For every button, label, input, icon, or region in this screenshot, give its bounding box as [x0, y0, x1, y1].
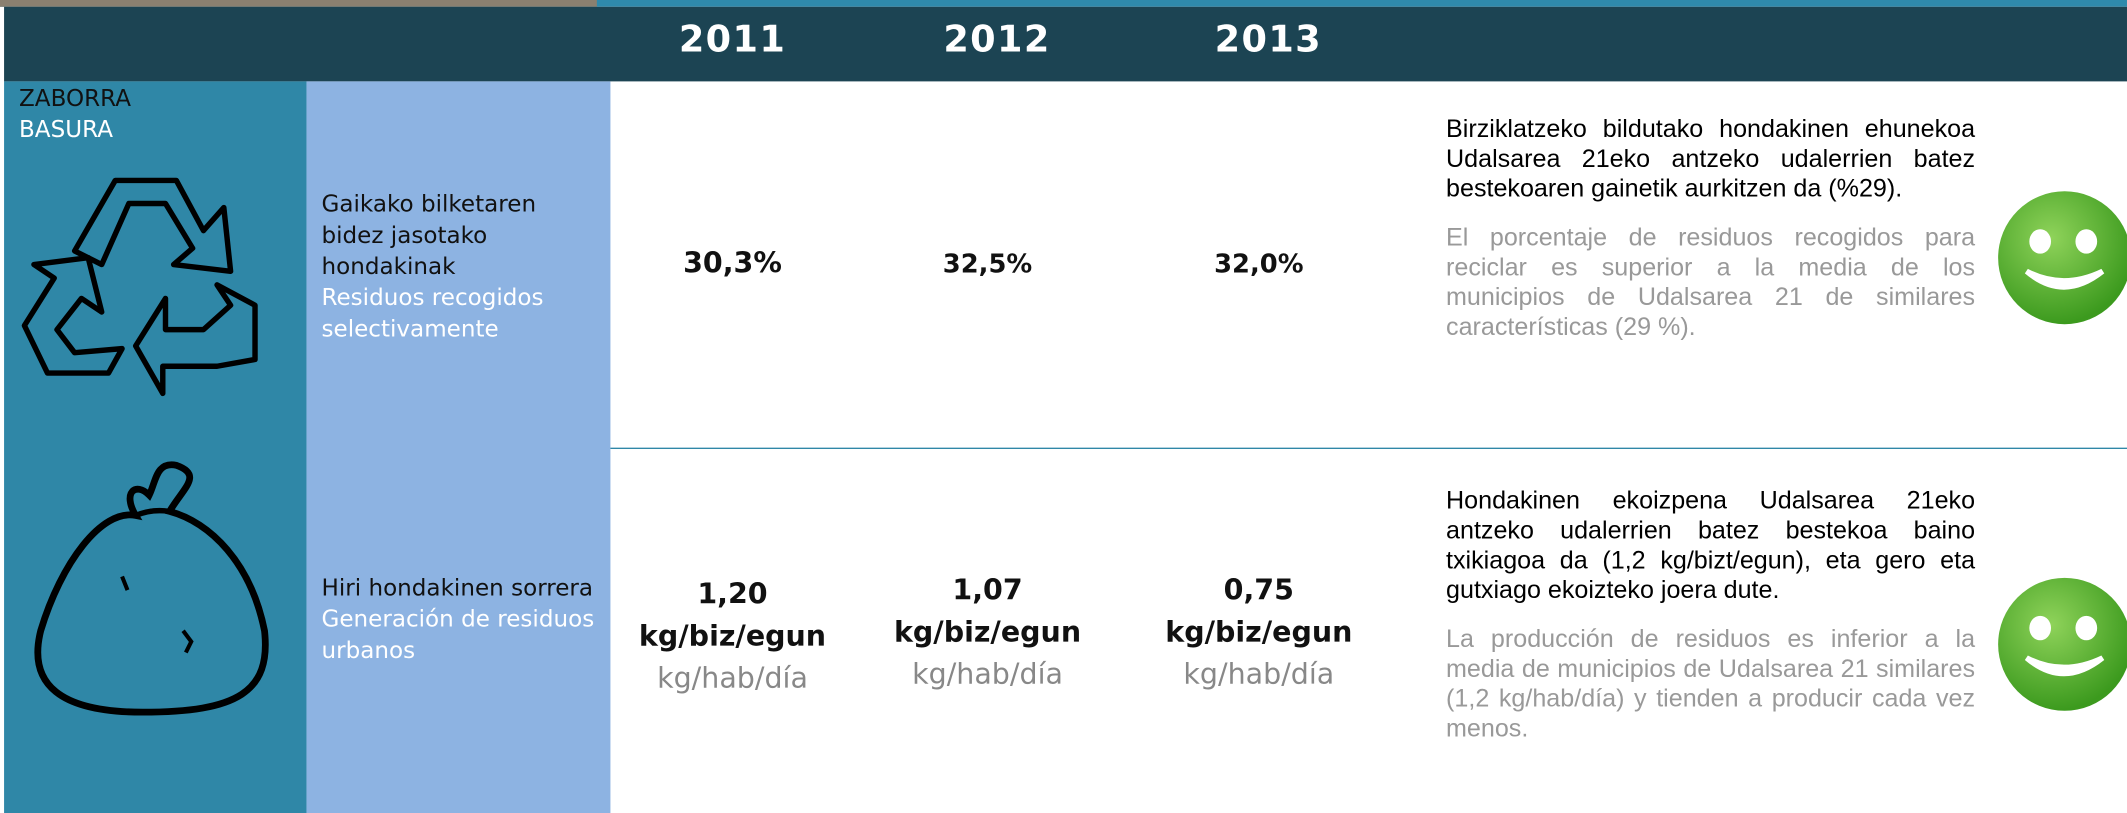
recycle-icon: [21, 177, 258, 397]
label-es: Residuos recogidos selectivamente: [321, 284, 544, 344]
bag-icon: [34, 461, 269, 716]
comment-es: El porcentaje de residuos recogidos para…: [1446, 222, 1976, 341]
row-label: Gaikako bilketaren bidez jasotako hondak…: [321, 190, 599, 346]
unit-es: kg/hab/día: [657, 661, 808, 695]
value: 32,5%: [942, 249, 1033, 280]
comment: Birziklatzeko bildutako hondakinen ehune…: [1446, 114, 1975, 342]
value: 30,3%: [683, 246, 782, 280]
smiley: [1998, 191, 2127, 325]
unit-eu: kg/biz/egun: [893, 615, 1082, 649]
unit-es: kg/hab/día: [912, 657, 1063, 691]
comment-es: La producción de residuos es inferior a …: [1446, 623, 1976, 743]
value: 0,75: [1223, 573, 1294, 607]
title-es: BASURA: [18, 116, 113, 144]
value-cell: 1,07 kg/biz/egun kg/hab/día: [852, 570, 1123, 696]
unit-eu: kg/biz/egun: [638, 619, 827, 653]
value-cell: 1,20 kg/biz/egun kg/hab/día: [597, 574, 868, 700]
comment: Hondakinen ekoizpena Udalsarea 21eko ant…: [1446, 486, 1975, 744]
smiley: [1998, 577, 2127, 711]
row-label: Hiri hondakinen sorrera Generación de re…: [321, 574, 599, 668]
title-eu: ZABORRA: [18, 85, 132, 113]
header-bar: [4, 6, 2127, 82]
photo-strip: [0, 0, 597, 7]
year: 2011: [678, 18, 787, 62]
unit-eu: kg/biz/egun: [1165, 615, 1353, 649]
unit-es: kg/hab/día: [1183, 657, 1335, 691]
value-cell: 0,75 kg/biz/egun kg/hab/día: [1123, 570, 1394, 696]
label-column: [306, 81, 611, 813]
year: 2012: [943, 18, 1051, 62]
comment-eu: Birziklatzeko bildutako hondakinen ehune…: [1446, 113, 1976, 203]
value: 1,07: [952, 573, 1023, 607]
label-es: Generación de residuos urbanos: [321, 606, 595, 665]
year: 2013: [1214, 18, 1323, 62]
section-title: ZABORRA BASURA: [19, 84, 131, 146]
row-separator: [610, 447, 2127, 450]
label-eu: Gaikako bilketaren bidez jasotako hondak…: [321, 191, 537, 281]
label-eu: Hiri hondakinen sorrera: [321, 575, 594, 603]
value: 1,20: [697, 577, 768, 611]
comment-eu: Hondakinen ekoizpena Udalsarea 21eko ant…: [1446, 485, 1976, 604]
top-strip: [0, 0, 2127, 7]
value: 32,0%: [1214, 249, 1304, 280]
